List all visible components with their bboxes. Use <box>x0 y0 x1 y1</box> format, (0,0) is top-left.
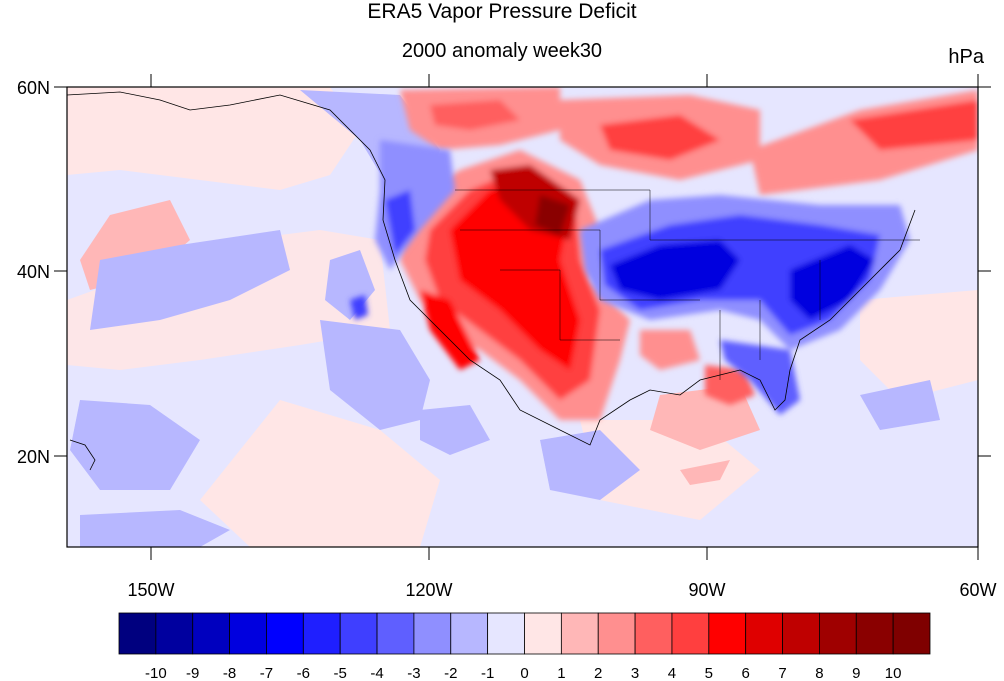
colorbar-swatch <box>229 612 267 655</box>
colorbar-swatch <box>634 612 673 655</box>
colorbar-label: 6 <box>742 665 750 681</box>
colorbar-label: 4 <box>668 665 676 681</box>
colorbar-label: -7 <box>260 665 273 681</box>
lon-label-60w: 60W <box>959 580 996 600</box>
colorbar-swatch <box>597 612 636 655</box>
chart-title: ERA5 Vapor Pressure Deficit <box>367 0 637 23</box>
positive-anomaly-core <box>400 87 978 420</box>
colorbar-swatch <box>560 612 599 655</box>
colorbar-label: 9 <box>852 665 860 681</box>
lon-label-120w: 120W <box>405 580 452 600</box>
colorbar-label: -1 <box>481 665 494 681</box>
colorbar-swatch <box>708 612 747 655</box>
colorbar-swatch <box>413 612 452 655</box>
colorbar-swatch <box>118 612 157 655</box>
axis-ticks <box>54 74 991 560</box>
colorbar-swatch <box>487 612 525 655</box>
colorbar-swatch <box>819 612 857 655</box>
lon-label-90w: 90W <box>688 580 725 600</box>
colorbar-label: -4 <box>370 665 383 681</box>
colorbar-label: 7 <box>778 665 786 681</box>
colorbar-label: -5 <box>334 665 347 681</box>
anomaly-field <box>67 87 978 547</box>
colorbar: -10 -9 -8 -7 -6 -5 -4 -3 -2 -1 0 1 2 3 4 5 6 7 8 9 10 <box>118 612 931 681</box>
coastlines <box>67 91 920 471</box>
colorbar-swatch <box>671 612 710 655</box>
map-border <box>66 86 979 548</box>
colorbar-swatch <box>339 612 378 655</box>
lat-label-40n: 40N <box>17 262 50 282</box>
colorbar-label: -10 <box>145 665 167 681</box>
colorbar-label: 2 <box>594 665 602 681</box>
colorbar-label: -8 <box>223 665 236 681</box>
colorbar-swatch <box>855 612 894 655</box>
colorbar-label: -6 <box>297 665 310 681</box>
colorbar-swatch <box>892 612 931 655</box>
colorbar-label: 1 <box>557 665 565 681</box>
colorbar-swatch <box>782 612 820 655</box>
colorbar-label: 0 <box>520 665 528 681</box>
colorbar-swatch <box>302 612 341 655</box>
lon-label-150w: 150W <box>127 580 174 600</box>
colorbar-swatch <box>745 612 783 655</box>
colorbar-label: -3 <box>407 665 420 681</box>
colorbar-label: 3 <box>631 665 639 681</box>
colorbar-label: -2 <box>444 665 457 681</box>
colorbar-label: 10 <box>885 665 902 681</box>
lat-label-60n: 60N <box>17 78 50 98</box>
colorbar-label: 5 <box>705 665 713 681</box>
negative-anomaly-core <box>350 140 910 415</box>
lat-label-20n: 20N <box>17 447 50 467</box>
colorbar-swatch <box>155 612 194 655</box>
colorbar-label: -9 <box>186 665 199 681</box>
colorbar-swatch <box>450 612 489 655</box>
colorbar-swatch <box>266 612 304 655</box>
colorbar-swatch <box>192 612 230 655</box>
colorbar-swatch <box>524 612 562 655</box>
light-blue-anomaly <box>70 90 940 547</box>
chart-subtitle: 2000 anomaly week30 <box>401 40 603 62</box>
colorbar-label: 8 <box>815 665 823 681</box>
colorbar-swatch <box>376 612 415 655</box>
units-label: hPa <box>948 46 984 68</box>
